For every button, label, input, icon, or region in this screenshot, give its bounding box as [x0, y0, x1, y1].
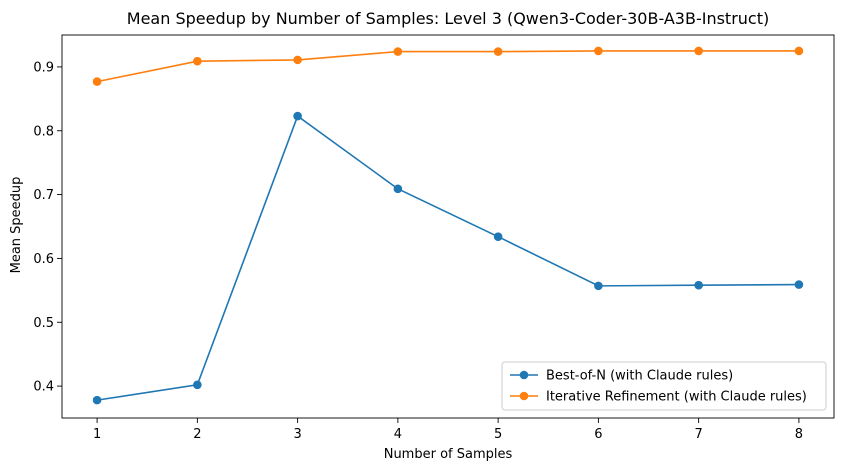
- x-tick-label: 1: [93, 427, 101, 442]
- data-point-2: [794, 46, 804, 56]
- y-tick-label: 0.6: [33, 252, 54, 267]
- x-axis-label: Number of Samples: [384, 447, 513, 462]
- y-tick-label: 0.9: [33, 60, 54, 75]
- data-point-1: [393, 184, 403, 194]
- data-point-2: [92, 77, 102, 86]
- legend-label-1: Best-of-N (with Claude rules): [546, 369, 733, 384]
- legend: Best-of-N (with Claude rules) Iterative R…: [501, 361, 827, 411]
- x-tick-label: 3: [293, 427, 301, 442]
- data-point-1: [193, 380, 202, 390]
- plot-area: 1 2 3 4 5 6 7 8 0.4 0.5 0.6 0.7 0.8 0.9: [33, 34, 835, 442]
- data-point-2: [393, 47, 403, 56]
- data-point-2: [594, 46, 603, 56]
- data-point-2: [493, 47, 503, 56]
- x-tick-label: 2: [193, 427, 201, 442]
- y-tick-label: 0.8: [33, 124, 54, 139]
- y-tick-label: 0.7: [33, 188, 54, 203]
- data-point-1: [493, 232, 503, 242]
- data-point-1: [694, 280, 703, 290]
- x-tick-label: 6: [594, 427, 602, 442]
- legend-label-2: Iterative Refinement (with Claude rules): [546, 390, 807, 405]
- x-tick-label: 5: [494, 427, 502, 442]
- data-point-1: [293, 111, 302, 121]
- x-tick-label: 7: [695, 427, 703, 442]
- data-point-2: [293, 55, 302, 65]
- y-axis-label: Mean Speedup: [9, 177, 24, 274]
- legend-marker-1: [519, 370, 529, 380]
- data-point-2: [193, 56, 202, 66]
- chart-title: Mean Speedup by Number of Samples: Level…: [127, 9, 769, 28]
- data-point-1: [794, 280, 804, 289]
- y-tick-label: 0.5: [33, 316, 54, 331]
- series-line-2: [96, 50, 799, 83]
- data-point-1: [92, 395, 102, 405]
- x-tick-label: 4: [394, 427, 402, 442]
- legend-marker-2: [519, 391, 529, 401]
- x-tick-label: 8: [795, 427, 803, 442]
- data-point-2: [694, 46, 703, 56]
- plot-frame: [61, 34, 835, 419]
- series-line-1: [96, 114, 799, 401]
- data-point-1: [594, 281, 603, 291]
- legend-box: [501, 361, 827, 411]
- y-tick-label: 0.4: [33, 380, 54, 395]
